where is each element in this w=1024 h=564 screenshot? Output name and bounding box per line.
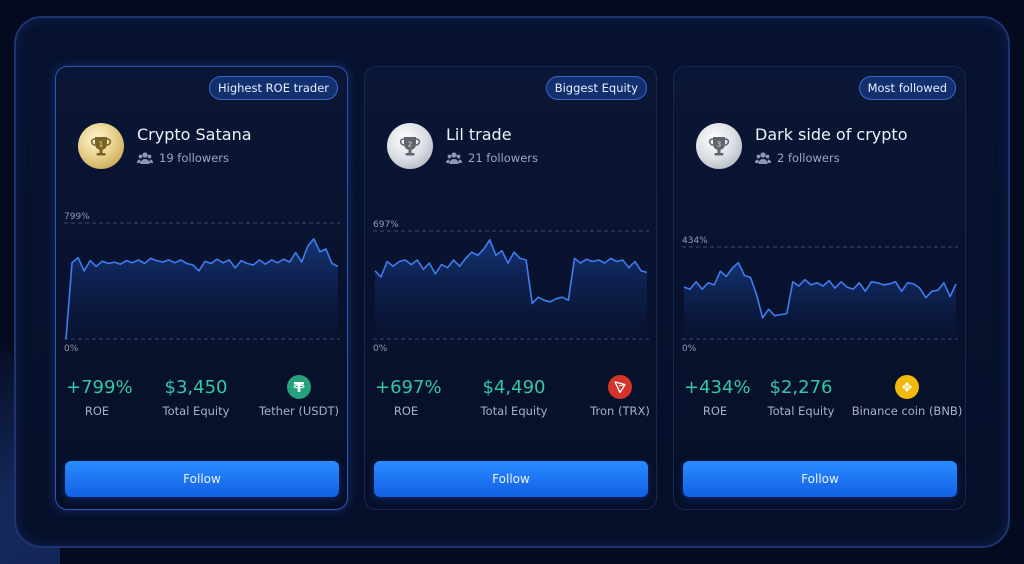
equity-stat: $3,450 Total Equity bbox=[158, 377, 234, 418]
equity-stat: $2,276 Total Equity bbox=[763, 377, 839, 418]
trader-name: Lil trade bbox=[446, 125, 512, 144]
trophy-icon: 3 bbox=[708, 137, 730, 156]
followers-count: 2 followers bbox=[755, 151, 840, 165]
trader-name: Crypto Satana bbox=[137, 125, 252, 144]
chart-area bbox=[375, 239, 647, 339]
roe-chart: 697% 0% bbox=[373, 220, 649, 354]
svg-text:3: 3 bbox=[717, 141, 721, 149]
coin-label: Tron (TRX) bbox=[590, 404, 650, 418]
trader-card-3[interactable]: Most followed 3 Dark side of crypto 2 fo… bbox=[673, 66, 966, 510]
equity-value: $3,450 bbox=[164, 377, 228, 398]
equity-label: Total Equity bbox=[767, 404, 835, 418]
svg-text:2: 2 bbox=[408, 141, 412, 149]
chart-line bbox=[683, 261, 957, 319]
coin-label: Tether (USDT) bbox=[259, 404, 339, 418]
chart-line bbox=[65, 238, 339, 340]
follow-button[interactable]: Follow bbox=[374, 461, 648, 497]
trophy-icon: 1 bbox=[90, 137, 112, 156]
trader-name: Dark side of crypto bbox=[755, 125, 908, 144]
chart-max-label: 697% bbox=[373, 220, 399, 230]
followers-icon bbox=[137, 152, 153, 164]
roe-stat: +799% ROE bbox=[66, 377, 133, 418]
svg-text:1: 1 bbox=[99, 141, 103, 149]
chart-max-label: 434% bbox=[682, 236, 708, 246]
roe-chart: 434% 0% bbox=[682, 236, 958, 354]
chart-min-label: 0% bbox=[682, 344, 697, 354]
trophy-medal-icon: 2 bbox=[387, 123, 433, 169]
tether-icon bbox=[287, 375, 311, 399]
roe-value: +434% bbox=[684, 377, 751, 398]
roe-label: ROE bbox=[702, 404, 728, 418]
followers-icon bbox=[755, 152, 771, 164]
trader-card-2[interactable]: Biggest Equity 2 Lil trade 21 followers … bbox=[364, 66, 657, 510]
coin-stat: Tron (TRX) bbox=[577, 375, 663, 418]
trader-badge: Biggest Equity bbox=[545, 76, 647, 100]
chart-min-label: 0% bbox=[64, 344, 79, 354]
followers-text: 21 followers bbox=[468, 151, 538, 165]
chart-line bbox=[374, 239, 648, 305]
roe-stat: +434% ROE bbox=[684, 377, 751, 418]
roe-value: +697% bbox=[375, 377, 442, 398]
chart-max-label: 799% bbox=[64, 212, 90, 222]
roe-value: +799% bbox=[66, 377, 133, 398]
trophy-medal-icon: 1 bbox=[78, 123, 124, 169]
follow-button[interactable]: Follow bbox=[65, 461, 339, 497]
bnb-icon bbox=[895, 375, 919, 399]
equity-label: Total Equity bbox=[480, 404, 548, 418]
roe-chart: 799% 0% bbox=[64, 212, 340, 354]
trophy-icon: 2 bbox=[399, 137, 421, 156]
chart-min-label: 0% bbox=[373, 344, 388, 354]
coin-label: Binance coin (BNB) bbox=[851, 404, 963, 418]
trader-badge: Highest ROE trader bbox=[208, 76, 338, 100]
followers-count: 21 followers bbox=[446, 151, 538, 165]
coin-stat: Tether (USDT) bbox=[256, 375, 342, 418]
roe-label: ROE bbox=[393, 404, 419, 418]
followers-text: 2 followers bbox=[777, 151, 840, 165]
trader-badge: Most followed bbox=[858, 76, 956, 100]
followers-icon bbox=[446, 152, 462, 164]
followers-count: 19 followers bbox=[137, 151, 229, 165]
coin-stat: Binance coin (BNB) bbox=[851, 375, 963, 418]
roe-label: ROE bbox=[84, 404, 110, 418]
followers-text: 19 followers bbox=[159, 151, 229, 165]
chart-area bbox=[66, 238, 338, 339]
equity-stat: $4,490 Total Equity bbox=[476, 377, 552, 418]
equity-value: $4,490 bbox=[482, 377, 546, 398]
tron-icon bbox=[608, 375, 632, 399]
follow-button[interactable]: Follow bbox=[683, 461, 957, 497]
equity-value: $2,276 bbox=[769, 377, 833, 398]
roe-stat: +697% ROE bbox=[375, 377, 442, 418]
trader-card-1[interactable]: Highest ROE trader 1 Crypto Satana 19 fo… bbox=[55, 66, 348, 510]
trophy-medal-icon: 3 bbox=[696, 123, 742, 169]
equity-label: Total Equity bbox=[162, 404, 230, 418]
